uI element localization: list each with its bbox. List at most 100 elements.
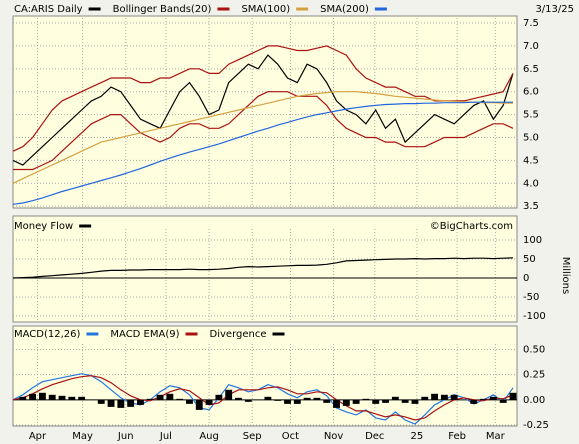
legend-label: CA:ARIS Daily (14, 4, 83, 15)
series-line (12, 373, 514, 425)
y-tick-label: -0.25 (523, 420, 549, 431)
y-tick-label: 100 (523, 235, 542, 246)
x-tick-label: Oct (282, 431, 299, 442)
series-line (12, 54, 514, 166)
y-tick-label: 0.25 (523, 370, 545, 381)
panel (12, 215, 518, 323)
series-line (12, 101, 513, 205)
divergence-bar (19, 396, 27, 400)
legend-label: SMA(100) (241, 4, 290, 15)
x-tick-label: May (72, 431, 93, 442)
divergence-bar (264, 396, 272, 400)
y-tick-label: 3.5 (523, 201, 539, 212)
divergence-bar (215, 394, 223, 400)
divergence-bar (303, 397, 311, 400)
divergence-bar (391, 396, 399, 400)
y-tick-label: 0 (523, 273, 529, 284)
x-tick-label: Aug (199, 431, 219, 442)
divergence-bar (146, 398, 154, 400)
divergence-bar (235, 397, 242, 400)
divergence-bar (48, 394, 56, 400)
y-tick-label: 0.00 (523, 395, 545, 406)
divergence-bar (342, 399, 350, 406)
y-tick-label: 6.0 (523, 87, 539, 98)
y-tick-label: 50 (523, 254, 536, 265)
y-tick-label: 5.5 (523, 110, 539, 121)
x-tick-label: Sep (243, 431, 262, 442)
divergence-bar (489, 396, 497, 400)
divergence-bar (117, 399, 125, 408)
y-tick-label: 6.5 (523, 64, 539, 75)
x-tick-label: Apr (29, 431, 47, 442)
divergence-bar (195, 399, 203, 410)
divergence-bar (362, 398, 370, 400)
divergence-bar (244, 399, 252, 402)
divergence-bar (352, 399, 360, 404)
divergence-bar (107, 399, 115, 407)
divergence-bar (274, 399, 282, 401)
series-line (12, 45, 514, 152)
x-tick-label: Jun (117, 431, 134, 442)
divergence-bar (97, 399, 105, 404)
y-tick-label: 0.50 (523, 345, 545, 356)
legend-label: MACD(12,26) (14, 329, 81, 340)
x-tick-label: 25 (411, 431, 424, 442)
legend-label: MACD EMA(9) (110, 329, 179, 340)
divergence-bar (38, 392, 46, 400)
y-tick-label: 4.5 (523, 155, 539, 166)
divergence-bar (431, 393, 438, 400)
divergence-bar (411, 399, 419, 404)
divergence-bar (205, 399, 213, 405)
divergence-bar (284, 399, 291, 404)
divergence-bar (29, 393, 37, 400)
divergence-bar (450, 394, 458, 400)
divergence-bar (323, 399, 331, 403)
divergence-bar (225, 389, 233, 400)
divergence-bar (176, 398, 184, 400)
watermark: ©BigCharts.com (430, 221, 513, 232)
legend-label: Bollinger Bands(20) (113, 4, 212, 15)
series-line (13, 91, 514, 171)
series-line (12, 91, 513, 184)
x-tick-label: Feb (448, 431, 466, 442)
divergence-bar (382, 399, 389, 403)
divergence-bar (401, 399, 409, 403)
divergence-bar (293, 399, 301, 404)
divergence-bar (166, 393, 174, 400)
divergence-bar (509, 392, 517, 400)
divergence-bar (480, 398, 488, 400)
divergence-bar (333, 399, 340, 408)
y-tick-label: 5.0 (523, 132, 539, 143)
divergence-bar (313, 397, 321, 400)
y-tick-label: 7.0 (523, 41, 539, 52)
series-line (12, 375, 514, 421)
panel (12, 325, 518, 427)
y-tick-label: -50 (523, 292, 539, 303)
divergence-bar (127, 399, 135, 407)
x-tick-label: Nov (324, 431, 344, 442)
panel (12, 15, 518, 209)
divergence-bar (186, 399, 193, 404)
divergence-bar (156, 394, 164, 400)
divergence-bar (499, 399, 507, 403)
legend-label: Divergence (210, 329, 267, 340)
divergence-bar (440, 394, 448, 400)
series-line (12, 257, 514, 279)
divergence-bar (470, 399, 478, 404)
divergence-bar (372, 399, 380, 404)
divergence-bar (78, 396, 86, 400)
divergence-bar (68, 396, 76, 400)
x-tick-label: Dec (365, 431, 384, 442)
legend-label: SMA(200) (320, 4, 369, 15)
y-tick-label: -100 (523, 311, 546, 322)
divergence-bar (137, 399, 144, 405)
x-tick-label: Mar (486, 431, 506, 442)
divergence-bar (58, 395, 66, 400)
date: 3/13/25 (535, 4, 574, 15)
y-tick-label: 7.5 (523, 18, 539, 29)
y-axis-label: Millions (560, 257, 571, 294)
legend-label: Money Flow (14, 221, 73, 232)
divergence-bar (421, 396, 429, 400)
